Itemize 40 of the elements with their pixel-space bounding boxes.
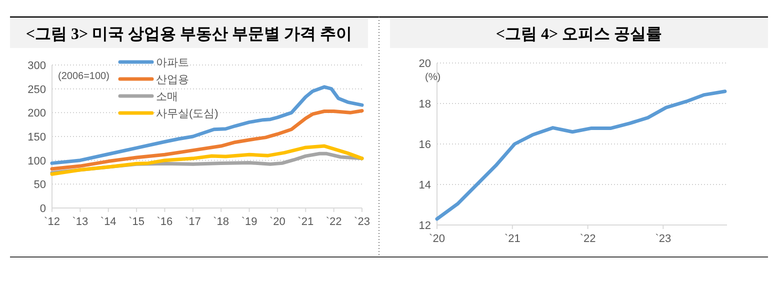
- x-tick-label: `12: [44, 216, 60, 228]
- y-tick-label: 200: [28, 108, 46, 120]
- x-tick-label: `17: [184, 216, 201, 228]
- y-tick-label: 14: [418, 180, 431, 192]
- x-tick-label: `18: [213, 216, 230, 228]
- x-tick-label: `16: [156, 216, 173, 228]
- x-tick-label: `22: [326, 216, 342, 228]
- x-tick-label: `15: [128, 216, 144, 228]
- y-tick-label: 50: [34, 179, 46, 192]
- x-tick-label: `19: [241, 216, 258, 228]
- y-tick-label: 300: [28, 60, 46, 72]
- y-tick-label: 0: [40, 203, 46, 215]
- legend-label: 산업용: [156, 74, 189, 86]
- x-tick-label: `13: [72, 216, 88, 228]
- line-series: [50, 85, 364, 165]
- y-tick-label: 16: [418, 139, 431, 151]
- y-tick-label: 18: [418, 98, 431, 110]
- x-tick-label: `21: [504, 233, 520, 245]
- legend-label: 아파트: [156, 57, 189, 69]
- y-tick-label: 150: [28, 132, 46, 144]
- annotation: (2006=100): [58, 71, 110, 82]
- x-tick-label: `21: [298, 216, 314, 228]
- x-tick-label: `22: [580, 233, 596, 245]
- chart-title: <그림 4> 오피스 공실률: [496, 26, 662, 43]
- y-tick-label: 12: [418, 220, 431, 232]
- y-tick-label: 100: [28, 155, 46, 168]
- chart-title: <그림 3> 미국 상업용 부동산 부문별 가격 추이: [26, 26, 352, 43]
- annotation: (%): [425, 72, 441, 83]
- x-tick-label: `20: [429, 233, 445, 245]
- line-series: [50, 144, 364, 176]
- x-tick-label: `23: [655, 233, 672, 245]
- line-series: [435, 90, 727, 221]
- line-series: [50, 109, 364, 171]
- x-tick-label: `20: [270, 216, 286, 228]
- legend-label: 사무실(도심): [156, 108, 218, 120]
- x-tick-label: `23: [354, 216, 370, 228]
- x-tick-label: `14: [100, 216, 116, 228]
- legend-label: 소매: [156, 91, 178, 103]
- y-tick-label: 20: [418, 58, 431, 70]
- y-tick-label: 250: [28, 84, 46, 96]
